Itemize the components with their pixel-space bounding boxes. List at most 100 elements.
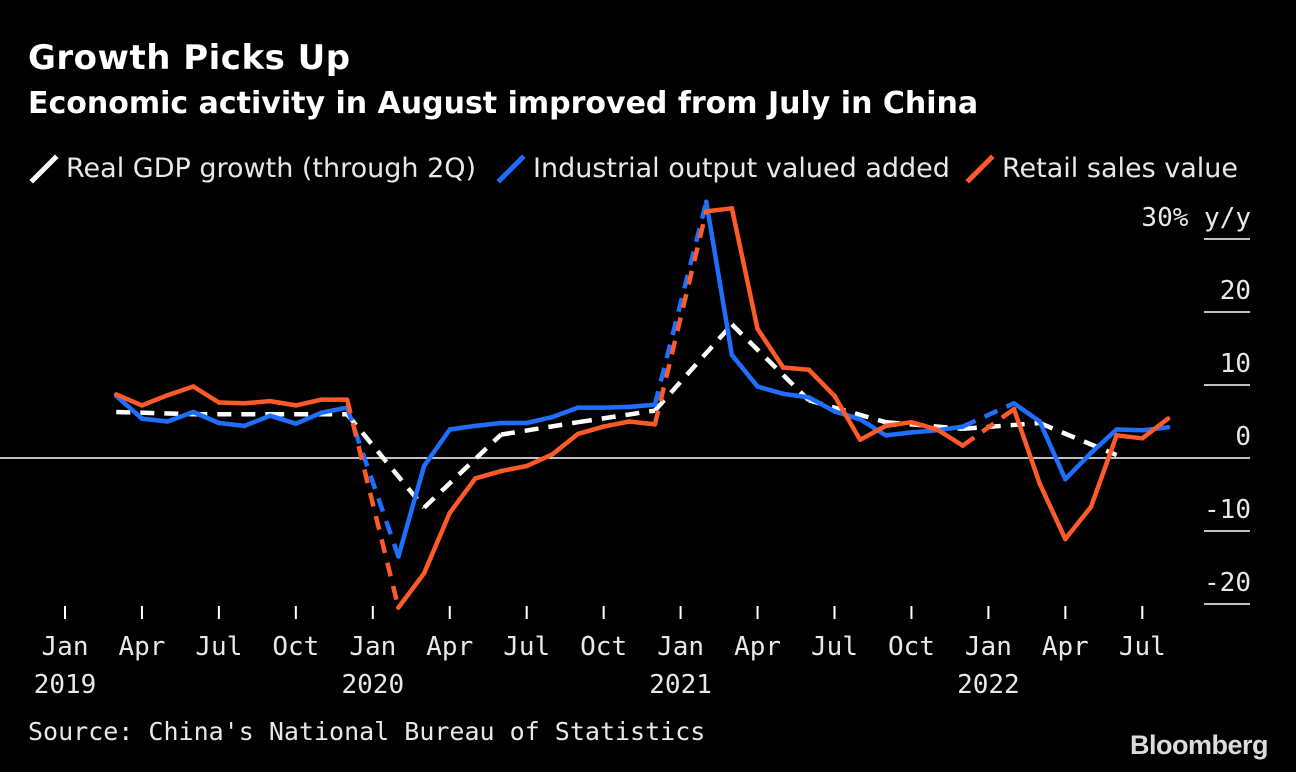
series-2-point-18 bbox=[601, 405, 606, 410]
series-2-point-14 bbox=[498, 420, 504, 426]
series-3-segment-24 bbox=[780, 365, 812, 372]
series-1-segment-7 bbox=[653, 322, 734, 413]
x-tick-label-5: Apr bbox=[426, 632, 473, 662]
x-tick-label-3: Oct bbox=[272, 632, 319, 662]
series-3-segment-18 bbox=[601, 419, 632, 429]
legend-label-2: Industrial output valued added bbox=[533, 153, 950, 184]
x-tick-label-12: Jan bbox=[965, 632, 1012, 662]
x-tick-label-7: Oct bbox=[580, 632, 627, 662]
chart-title: Growth Picks Up bbox=[28, 38, 351, 78]
series-3-segment-15 bbox=[524, 452, 555, 469]
series-1-segment-8 bbox=[730, 322, 811, 402]
series-3-segment-13 bbox=[473, 468, 504, 481]
series-1-segment-12 bbox=[1038, 420, 1118, 458]
series-2-segment-11 bbox=[421, 427, 453, 469]
series-3-point-2 bbox=[165, 392, 170, 398]
y-tick-label-1: 20 bbox=[1220, 276, 1251, 306]
series-3-point-0 bbox=[114, 392, 119, 397]
series-3-point-21 bbox=[704, 209, 709, 214]
x-tick-label-13: Apr bbox=[1042, 632, 1089, 662]
series-3-point-16 bbox=[550, 452, 555, 457]
series-3-segment-10 bbox=[396, 571, 427, 610]
series-2-point-2 bbox=[165, 419, 170, 424]
series-3-segment-36 bbox=[1114, 433, 1145, 441]
series-2-segment-24 bbox=[780, 391, 812, 400]
series-2-segment-7 bbox=[293, 410, 324, 426]
series-3-point-5 bbox=[242, 401, 247, 406]
series-3-segment-9 bbox=[344, 399, 401, 609]
series-3-point-25 bbox=[806, 367, 812, 372]
series-2-segment-12 bbox=[447, 423, 478, 432]
x-year-label-8: 2021 bbox=[649, 670, 712, 700]
series-2-point-36 bbox=[1114, 427, 1119, 432]
series-2-segment-35 bbox=[1088, 427, 1119, 456]
x-year-label-0: 2019 bbox=[34, 670, 97, 700]
series-3-segment-12 bbox=[447, 476, 478, 516]
series-1-segment-3 bbox=[345, 412, 426, 510]
series-2-segment-5 bbox=[242, 413, 273, 429]
legend: Real GDP growth (through 2Q) Industrial o… bbox=[29, 153, 1238, 184]
series-3-point-4 bbox=[216, 400, 222, 405]
series-3-point-35 bbox=[1088, 504, 1094, 510]
x-tick-label-2: Jul bbox=[195, 632, 242, 662]
series-2-segment-2 bbox=[165, 409, 196, 424]
legend-swatch-2 bbox=[496, 154, 526, 184]
series-3-segment-35 bbox=[1088, 433, 1119, 510]
series-2-segment-22 bbox=[729, 352, 760, 389]
series-2-segment-25 bbox=[806, 395, 837, 414]
legend-swatch-1 bbox=[29, 154, 59, 184]
x-tick-label-11: Oct bbox=[888, 632, 935, 662]
series-3-segment-23 bbox=[755, 326, 786, 370]
series-2-segment-27 bbox=[857, 417, 889, 438]
series-2-segment-20 bbox=[652, 201, 709, 406]
series-2-point-32 bbox=[1011, 401, 1017, 406]
x-tick-label-1: Apr bbox=[118, 632, 165, 662]
series-3-point-32 bbox=[1011, 406, 1017, 412]
series-2-point-22 bbox=[729, 352, 735, 358]
series-2-point-35 bbox=[1088, 450, 1094, 456]
series-1-segment-6 bbox=[577, 408, 656, 425]
series-3-segment-26 bbox=[832, 393, 863, 443]
series-2-segment-10 bbox=[396, 463, 427, 559]
series-3-segment-21 bbox=[704, 206, 735, 214]
series-2-segment-36 bbox=[1114, 427, 1145, 433]
series-3-point-37 bbox=[1140, 436, 1145, 441]
series-3-segment-33 bbox=[1037, 481, 1068, 542]
series-1-segment-11 bbox=[962, 420, 1040, 432]
series-3-segment-0 bbox=[114, 392, 145, 408]
series-3-segment-14 bbox=[498, 463, 529, 474]
series-2-point-16 bbox=[550, 414, 555, 420]
series-3-point-20 bbox=[652, 422, 658, 427]
series-1-segment-0 bbox=[116, 409, 194, 417]
series-2-point-29 bbox=[909, 430, 914, 435]
x-tick-label-9: Apr bbox=[734, 632, 781, 662]
series-3-segment-4 bbox=[216, 400, 247, 406]
series-2-point-15 bbox=[524, 420, 529, 426]
series-3-point-1 bbox=[139, 403, 145, 408]
series-2-segment-8 bbox=[319, 405, 350, 415]
series-2-segment-28 bbox=[883, 430, 914, 438]
series-2-point-12 bbox=[447, 427, 453, 432]
series-2-point-21 bbox=[704, 199, 709, 205]
series-2-segment-13 bbox=[473, 420, 504, 429]
source-label: Source: China's National Bureau of Stati… bbox=[28, 717, 706, 746]
x-year-label-4: 2020 bbox=[341, 670, 404, 700]
series-3-segment-31 bbox=[961, 407, 1016, 448]
series-2-point-3 bbox=[191, 409, 196, 415]
series-2-point-5 bbox=[242, 423, 247, 429]
series-2-segment-32 bbox=[1011, 401, 1042, 424]
x-year-label-12: 2022 bbox=[957, 670, 1020, 700]
series-2-segment-16 bbox=[550, 405, 581, 420]
series-3-segment-32 bbox=[1011, 406, 1042, 486]
series-3-point-7 bbox=[293, 403, 299, 408]
legend-label-1: Real GDP growth (through 2Q) bbox=[66, 153, 476, 184]
series-2-point-10 bbox=[396, 554, 401, 559]
series-2-point-26 bbox=[832, 409, 837, 414]
series-3-point-12 bbox=[447, 510, 453, 516]
legend-label-3: Retail sales value bbox=[1002, 153, 1238, 184]
series-3-point-26 bbox=[832, 393, 837, 399]
series-3-point-3 bbox=[191, 384, 196, 389]
series-3-point-8 bbox=[319, 397, 324, 402]
x-tick-label-4: Jan bbox=[349, 632, 396, 662]
